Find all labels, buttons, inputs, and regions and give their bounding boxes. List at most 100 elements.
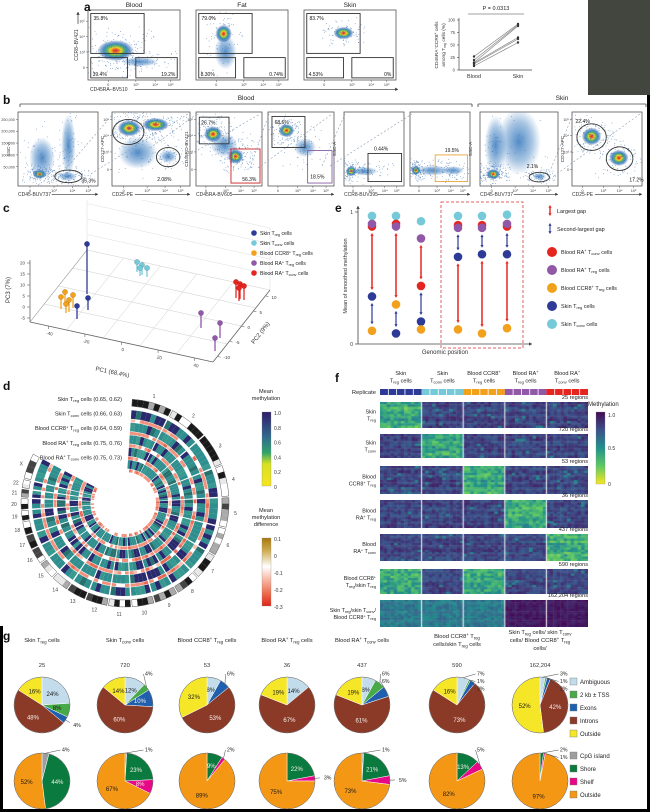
methylation-dot xyxy=(367,292,377,301)
row-label: Treg/skin Treg xyxy=(346,583,376,589)
methylation-dot xyxy=(416,234,426,243)
flow-gate xyxy=(198,57,237,79)
axis-tick: 0 xyxy=(121,347,125,353)
panel-e-canvas: 1 0 Mean of smoothed methylation Genomic po… xyxy=(343,201,617,356)
pca-point xyxy=(85,295,91,301)
pie-callout: 2% xyxy=(560,687,568,693)
pie-label: 52% xyxy=(21,780,34,786)
panel-b-canvas: Blood Skin 35.3% 250,000 200,000 150,000 100,0… xyxy=(1,95,647,198)
methylation-dot xyxy=(367,219,377,229)
y-axis-label: CD127-APC xyxy=(560,135,566,162)
pca-point xyxy=(217,320,223,326)
legend-label: Blood CCR8+ Treg cells xyxy=(260,250,313,257)
methylation-dot xyxy=(416,281,426,291)
methylation-dot xyxy=(453,223,463,233)
axis-tick: 10⁵ xyxy=(251,189,257,193)
column-header: Treg cells xyxy=(473,379,495,385)
panel-label-e: e xyxy=(335,201,342,215)
pie-label: 14% xyxy=(112,689,125,695)
legend-dot xyxy=(251,240,257,246)
flow-gate xyxy=(90,57,129,79)
pie-label: 73% xyxy=(344,789,357,795)
pie-label: 67% xyxy=(106,787,119,793)
axis-tick: 10⁴ xyxy=(152,83,158,87)
x-axis-label: CD25-PE xyxy=(572,192,594,198)
chromosome-label: 12 xyxy=(92,608,98,614)
legend-swatch xyxy=(569,764,578,773)
x-axis-label: CD45RA–BV510 xyxy=(90,87,128,93)
row-label: Blood xyxy=(362,475,376,481)
methylation-dot xyxy=(502,249,512,259)
pca-point xyxy=(62,289,68,295)
replicate-label: Replicate xyxy=(352,390,376,396)
gate-percentage: 35.8% xyxy=(94,16,109,22)
axis-tick: -5 xyxy=(21,316,25,321)
pie-callout: 6% xyxy=(227,672,235,678)
pie-label: 32% xyxy=(188,695,201,701)
axis-tick: 10³ xyxy=(144,189,150,193)
pie-callout: 5% xyxy=(399,778,407,784)
pie-callout: 5% xyxy=(477,748,485,754)
pie-column-header: cells/ xyxy=(533,646,547,652)
x-axis-label: CD45-BUV737 xyxy=(480,192,513,198)
panel-label-d: d xyxy=(3,379,11,393)
row-label: Skin Treg/skin Tconv/ xyxy=(330,608,377,614)
colorbar-tick: 1.0 xyxy=(608,413,615,419)
pie-callout: 3% xyxy=(477,687,485,693)
chromosome-label: 4 xyxy=(232,477,235,483)
axis-tick: 0 xyxy=(277,189,279,193)
gate-percentage: 2.1% xyxy=(527,164,539,170)
row-label: Skin xyxy=(366,410,377,416)
gate-percentage: 19.2% xyxy=(161,72,176,78)
axis-tick: -40 xyxy=(46,330,54,336)
axis-tick: 0 xyxy=(22,305,25,310)
axis-tick: 10³ xyxy=(133,83,139,87)
background-corner xyxy=(588,0,650,95)
axis-tick: 0 xyxy=(248,325,251,330)
colorbar-tick: 0.5 xyxy=(608,446,615,452)
flow-plot-frame xyxy=(195,9,289,81)
axis-tick: 0 xyxy=(29,189,31,193)
flow-gate xyxy=(230,148,261,184)
pie-label: 22% xyxy=(291,767,304,773)
y-axis-label: Mean of smoothed methylation xyxy=(343,238,349,313)
y-axis-label: CD127-APC xyxy=(100,135,106,162)
group-label-blood: Blood xyxy=(238,95,255,102)
gate-percentage: 19.5% xyxy=(445,148,460,154)
colorbar-title: methylation xyxy=(252,396,281,402)
methylation-dot xyxy=(502,210,512,219)
axis-tick: 10³ xyxy=(512,189,518,193)
pie-label: 24% xyxy=(47,692,60,698)
data-point xyxy=(472,55,476,58)
axis-tick: 10⁵ xyxy=(103,118,109,122)
colorbar-tick: 0.6 xyxy=(274,441,281,447)
axis-tick: 10⁴ xyxy=(79,35,85,39)
panel-label-c: c xyxy=(3,201,10,215)
flow-gate xyxy=(271,115,306,148)
pc1-axis-label: PC1 (68.4%) xyxy=(95,367,130,378)
heatmap-block xyxy=(380,600,588,627)
axis-tick: 10⁵ xyxy=(79,20,85,24)
pca-point xyxy=(84,241,90,247)
data-point xyxy=(516,36,520,39)
pie-label: 8% xyxy=(136,782,145,788)
axis-tick: 10⁵ xyxy=(85,189,91,193)
y-axis-label: SSC-A xyxy=(468,141,474,156)
flow-gate xyxy=(351,57,394,79)
heatmap-block xyxy=(380,434,588,458)
flow-gate xyxy=(156,147,181,168)
ring-label: Skin Tconv cells (0.66, 0.63) xyxy=(55,412,122,418)
gate-percentage: 0% xyxy=(384,72,392,78)
pca-point xyxy=(58,294,64,300)
chromosome-label: 2 xyxy=(192,414,195,420)
group-label-skin: Skin xyxy=(556,95,569,102)
pie-count: 590 xyxy=(452,663,462,669)
pca-point xyxy=(212,335,218,341)
x-axis-label: Genomic position xyxy=(422,350,468,356)
legend-label: Blood RA+ Treg cells xyxy=(260,260,306,267)
legend-label: Blood RA+ Tconv cells xyxy=(260,270,309,277)
axis-tick: 10⁴ xyxy=(617,189,623,193)
flow-gate xyxy=(576,123,607,151)
chromosome-label: 17 xyxy=(20,543,26,549)
legend-dot xyxy=(251,270,257,276)
